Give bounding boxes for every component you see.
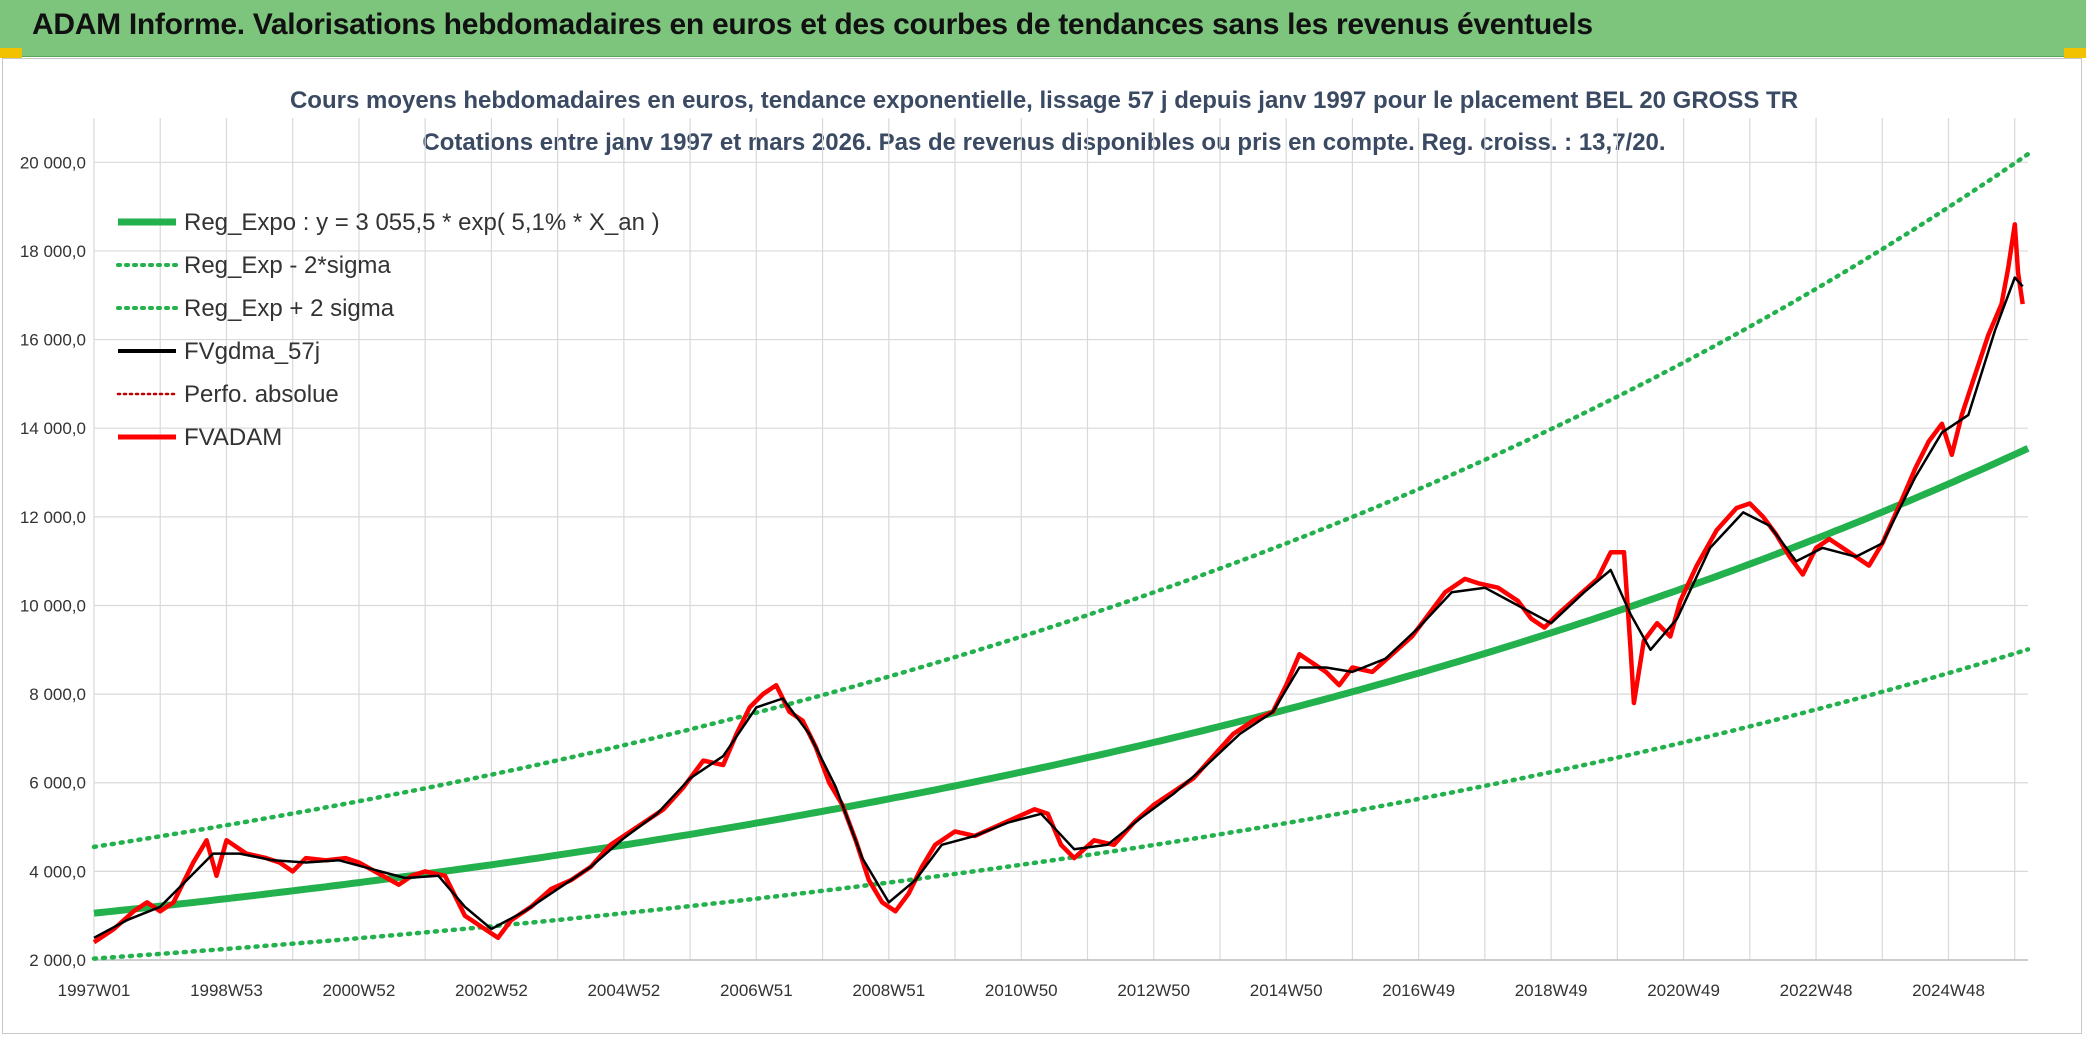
x-tick-label: 2010W50	[985, 981, 1058, 1000]
y-tick-label: 4 000,0	[29, 862, 86, 881]
y-tick-label: 14 000,0	[20, 419, 86, 438]
x-tick-label: 2008W51	[852, 981, 925, 1000]
x-tick-label: 2022W48	[1780, 981, 1853, 1000]
x-axis-ticks: 1997W01 1998W53 2000W52 2002W52 2004W52 2006W…	[58, 981, 1985, 1000]
chart-title: Cours moyens hebdomadaires en euros, ten…	[290, 87, 1798, 114]
x-tick-label: 2020W49	[1647, 981, 1720, 1000]
y-tick-label: 16 000,0	[20, 331, 86, 350]
x-tick-label: 2002W52	[455, 981, 528, 1000]
y-tick-label: 2 000,0	[29, 951, 86, 970]
series-band-high	[91, 151, 2031, 850]
legend: Reg_Expo : y = 3 055,5 * exp( 5,1% * X_a…	[116, 209, 660, 451]
legend-label: FVgdma_57j	[184, 338, 320, 365]
legend-label: Reg_Exp - 2*sigma	[184, 252, 391, 279]
report-banner: ADAM Informe. Valorisations hebdomadaire…	[0, 0, 2086, 58]
series-fvadam	[92, 222, 2025, 945]
banner-accent-left	[0, 48, 22, 58]
y-tick-label: 8 000,0	[29, 685, 86, 704]
x-tick-label: 2024W48	[1912, 981, 1985, 1000]
banner-accent-right	[2064, 48, 2086, 58]
legend-label: FVADAM	[184, 424, 282, 451]
x-tick-label: 1997W01	[58, 981, 131, 1000]
y-tick-label: 20 000,0	[20, 153, 86, 172]
chart-subtitle: Cotations entre janv 1997 et mars 2026. …	[422, 129, 1665, 156]
legend-label: Reg_Exp + 2 sigma	[184, 295, 395, 322]
series-group	[91, 151, 2031, 961]
x-tick-label: 2012W50	[1117, 981, 1190, 1000]
legend-label: Perfo. absolue	[184, 381, 339, 408]
x-tick-label: 2014W50	[1250, 981, 1323, 1000]
series-fvgdma	[93, 276, 2024, 939]
x-tick-label: 2004W52	[587, 981, 660, 1000]
x-tick-label: 2000W52	[323, 981, 396, 1000]
y-axis-ticks: 2 000,0 4 000,0 6 000,0 8 000,0 10 000,0 12 0…	[20, 153, 86, 970]
legend-label: Reg_Expo : y = 3 055,5 * exp( 5,1% * X_a…	[184, 209, 660, 236]
x-tick-label: 2016W49	[1382, 981, 1455, 1000]
x-tick-label: 1998W53	[190, 981, 263, 1000]
series-band-low	[91, 647, 2031, 961]
y-tick-label: 18 000,0	[20, 242, 86, 261]
chart-frame	[2, 58, 2082, 1034]
x-tick-label: 2018W49	[1515, 981, 1588, 1000]
report-title: ADAM Informe. Valorisations hebdomadaire…	[32, 8, 1593, 41]
gridlines	[93, 118, 2028, 961]
x-tick-label: 2006W51	[720, 981, 793, 1000]
y-tick-label: 6 000,0	[29, 774, 86, 793]
y-tick-label: 12 000,0	[20, 508, 86, 527]
y-tick-label: 10 000,0	[20, 596, 86, 615]
